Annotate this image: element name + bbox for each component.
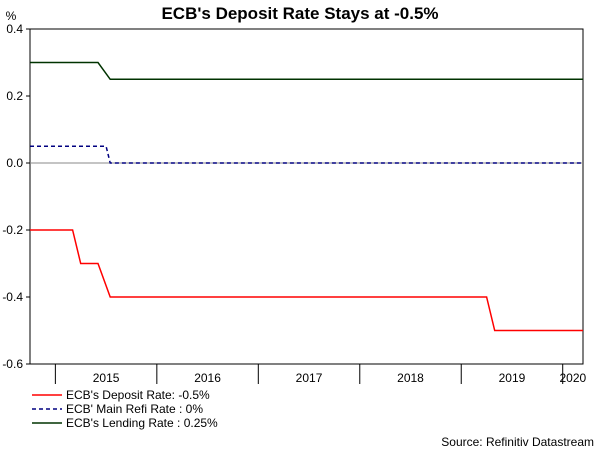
x-tick-label: 2019 [499,371,526,385]
y-tick-label: 0.2 [6,89,23,103]
x-tick-label: 2017 [296,371,323,385]
y-tick-label: -0.6 [2,357,23,371]
source-note: Source: Refinitiv Datastream [441,435,594,449]
x-axis: 2015 2016 2017 2018 2019 2020 [54,364,587,385]
y-tick-label: 0.4 [6,22,23,36]
series-layer [30,61,583,332]
series-line-3 [30,61,583,81]
x-tick-label: 2015 [93,371,120,385]
legend-label: ECB's Deposit Rate: -0.5% [66,388,210,402]
legend-label: ECB' Main Refi Rate : 0% [66,402,203,416]
series-line-2 [30,145,583,164]
plot-frame [29,28,584,365]
x-tick-label: 2018 [397,371,424,385]
legend: ECB's Deposit Rate: -0.5%ECB' Main Refi … [32,388,218,430]
y-axis: -0.6 -0.4 -0.2 0.0 0.2 0.4 [2,22,30,371]
chart-title: ECB's Deposit Rate Stays at -0.5% [161,4,438,23]
y-tick-label: -0.2 [2,223,23,237]
x-tick-label: 2016 [194,371,221,385]
legend-label: ECB's Lending Rate : 0.25% [66,416,218,430]
x-tick-label: 2020 [560,371,587,385]
y-axis-unit-label: % [6,9,17,23]
series-line-1 [30,229,583,332]
y-tick-label: -0.4 [2,290,23,304]
y-tick-label: 0.0 [6,156,23,170]
